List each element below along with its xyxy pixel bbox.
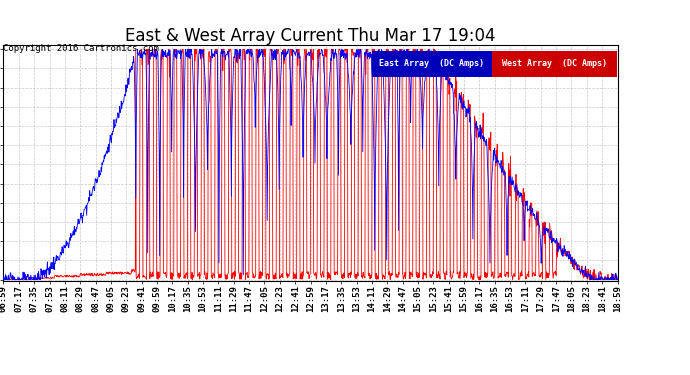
Text: Copyright 2016 Cartronics.com: Copyright 2016 Cartronics.com xyxy=(3,44,159,52)
Title: East & West Array Current Thu Mar 17 19:04: East & West Array Current Thu Mar 17 19:… xyxy=(126,27,495,45)
Text: West Array  (DC Amps): West Array (DC Amps) xyxy=(502,59,607,68)
Text: East Array  (DC Amps): East Array (DC Amps) xyxy=(380,59,484,68)
